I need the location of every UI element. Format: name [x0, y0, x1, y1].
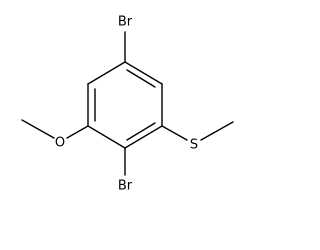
atom-label: Br [118, 179, 133, 194]
bonds [21, 31, 234, 176]
bond [21, 119, 55, 139]
atom-label: O [55, 136, 65, 151]
bond [66, 125, 89, 139]
bond [200, 121, 234, 141]
bond [124, 125, 163, 149]
double-bond [126, 122, 156, 141]
structure-diagram: Br Br O S [21, 15, 234, 194]
atom-label: S [190, 138, 198, 153]
bond [124, 61, 163, 85]
bond [161, 125, 188, 141]
bond [87, 61, 126, 85]
bond [87, 125, 126, 149]
atom-label: Br [118, 15, 133, 30]
double-bond [126, 69, 156, 88]
